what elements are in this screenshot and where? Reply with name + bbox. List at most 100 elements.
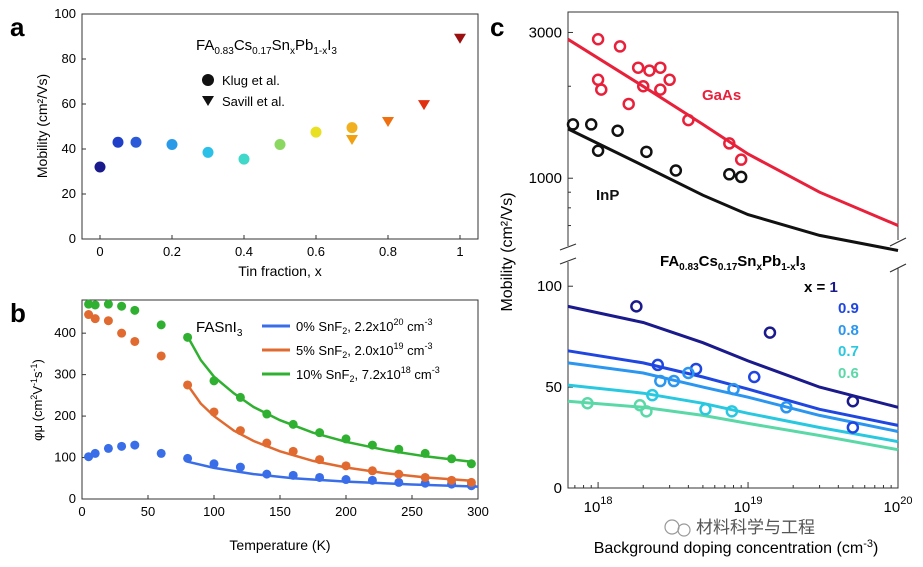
chart-b-ylabel: φμ (cm2V-1s-1) <box>29 359 45 441</box>
legend-a-marker-savill <box>202 96 214 106</box>
chart-a-point-0-4 <box>202 146 214 158</box>
chart-a: 0 0.2 0.4 0.6 0.8 1 0 20 40 60 80 100 FA0.83Cs0.17S… <box>34 6 479 279</box>
chart-b-point-0-8 <box>235 462 245 472</box>
chart-b-point-0-1 <box>90 448 100 458</box>
chart-c-ylabel: Mobility (cm²/Vs) <box>499 192 516 311</box>
chart-c-xtick-label-1: 1019 <box>734 495 763 516</box>
axis-break-right-upper <box>889 237 907 247</box>
watermark-text: 材料科学与工程 <box>696 518 815 537</box>
watermark: 材料科学与工程 <box>664 518 815 537</box>
chart-c-bottom-point-2-2 <box>682 366 695 380</box>
chart-b-point-2-13 <box>367 440 377 450</box>
chart-c-x-legend: x = 1 0.9 0.8 0.7 0.6 <box>804 279 859 382</box>
legend-b-label-1: 5% SnF2, 2.0x1019 cm-3 <box>296 341 433 360</box>
chart-c-bottom-point-3-0 <box>646 388 659 402</box>
chart-b-point-1-12 <box>341 461 351 471</box>
legend-c-x-0.9: 0.9 <box>838 300 859 317</box>
panel-label-a: a <box>10 12 25 42</box>
chart-a-point-0-7 <box>310 126 322 138</box>
chart-b-xtick-label-3: 150 <box>269 504 291 519</box>
chart-b-point-1-5 <box>156 351 166 361</box>
chart-c-bottom-point-4-2 <box>640 405 653 418</box>
chart-b-point-2-12 <box>341 434 351 444</box>
chart-c-xlabel: Background doping concentration (cm-3) <box>594 538 879 557</box>
chart-b-xtick-label-6: 300 <box>467 504 489 519</box>
chart-b-point-2-4 <box>130 305 140 315</box>
chart-c-top-point-0-10 <box>622 97 635 111</box>
chart-c-top-point-0-2 <box>631 61 645 74</box>
chart-a-xtick-label-0: 0 <box>96 244 103 259</box>
chart-c-bottom-point-0-0 <box>630 300 643 313</box>
chart-a-ytick-label-0: 0 <box>69 231 76 246</box>
legend-a-label-klug: Klug et al. <box>222 73 280 88</box>
chart-c-bottom-point-2-3 <box>727 382 740 396</box>
chart-b-fit-1 <box>186 384 472 483</box>
chart-a-point-0-5 <box>238 153 250 165</box>
chart-c-bottom-fit-3 <box>567 383 899 444</box>
chart-b-point-2-2 <box>103 299 113 309</box>
chart-a-ytick-label-4: 80 <box>62 51 76 66</box>
chart-c-top-point-1-5 <box>669 164 683 177</box>
chart-b-point-1-2 <box>103 316 113 326</box>
chart-b-point-2-3 <box>117 301 127 311</box>
chart-a-point-0-6 <box>274 139 286 150</box>
chart-b-point-1-10 <box>288 446 298 456</box>
chart-b-point-2-7 <box>209 376 219 386</box>
chart-b-point-2-11 <box>315 428 325 438</box>
chart-b-ytick-label-4: 400 <box>54 325 76 340</box>
chart-c-subtitle: FA0.83Cs0.17SnxPb1-xI3 <box>660 253 806 273</box>
chart-b-fits <box>186 335 479 488</box>
legend-c-x-0.7: 0.7 <box>838 343 859 360</box>
chart-b-point-1-16 <box>447 475 457 485</box>
chart-b-point-0-4 <box>130 440 140 450</box>
chart-b-point-1-3 <box>117 328 127 338</box>
panel-label-c: c <box>490 12 504 42</box>
chart-a-point-0-3 <box>166 139 178 150</box>
axis-break-left-lower <box>559 257 577 265</box>
chart-a-ytick-label-5: 100 <box>54 6 76 21</box>
chart-c-bottom-point-1-2 <box>748 370 761 384</box>
chart-c-top-frame <box>567 11 899 246</box>
chart-a-xlabel: Tin fraction, x <box>238 263 322 279</box>
chart-b-xtick-label-5: 250 <box>401 504 423 519</box>
chart-c-bottom-point-2-1 <box>667 374 681 388</box>
chart-c-top-point-0-9 <box>663 73 676 87</box>
chart-b: 0 50 100 150 200 250 300 0 100 200 300 400 FASnI3 0… <box>29 299 489 553</box>
chart-c-bottom-point-3-1 <box>699 403 712 416</box>
label-inp: InP <box>596 187 619 204</box>
chart-b-point-2-6 <box>183 332 193 342</box>
legend-b-label-0: 0% SnF2, 2.2x1020 cm-3 <box>296 317 433 336</box>
chart-a-xtick-label-5: 1 <box>456 244 463 259</box>
chart-c-bottom-point-1-3 <box>846 421 860 434</box>
chart-b-point-2-17 <box>466 459 476 469</box>
chart-c-bottom-point-4-0 <box>581 397 594 410</box>
chart-c-bottom-point-2-4 <box>780 401 793 414</box>
chart-a-points <box>94 33 466 173</box>
chart-b-point-1-8 <box>235 426 245 436</box>
chart-c-top-ytick-label-1: 3000 <box>529 24 562 41</box>
axis-break-gap-right <box>890 244 906 262</box>
chart-b-point-2-9 <box>262 409 272 419</box>
chart-b-point-2-8 <box>235 392 245 402</box>
chart-c-top-point-1-0 <box>566 118 580 131</box>
watermark-icon-2 <box>677 523 691 537</box>
chart-b-point-0-10 <box>288 470 298 480</box>
label-gaas: GaAs <box>702 87 741 104</box>
chart-b-xtick-label-4: 200 <box>335 504 357 519</box>
chart-c: 1018 1019 1020 1000 3000 0 50 100 GaAs InP FA0.… <box>499 11 913 557</box>
chart-c-ticks: 1018 1019 1020 1000 3000 0 50 100 <box>529 24 913 516</box>
chart-a-ytick-label-3: 60 <box>62 96 76 111</box>
chart-a-ytick-label-2: 40 <box>62 141 76 156</box>
chart-c-top-point-1-6 <box>723 168 736 181</box>
chart-c-bottom-point-1-0 <box>651 358 665 372</box>
chart-c-top-point-0-7 <box>636 80 650 93</box>
chart-b-ticks: 0 50 100 150 200 250 300 0 100 200 300 400 <box>54 325 489 519</box>
watermark-icon <box>664 519 680 535</box>
chart-a-ytick-label-1: 20 <box>62 186 76 201</box>
chart-a-point-0-0 <box>94 161 106 173</box>
chart-c-bottom-fit-0 <box>567 304 899 409</box>
chart-b-point-0-3 <box>117 441 127 451</box>
chart-c-top-point-0-3 <box>643 64 656 77</box>
chart-a-frame <box>81 13 479 240</box>
chart-a-ylabel: Mobility (cm²/Vs) <box>34 74 50 178</box>
